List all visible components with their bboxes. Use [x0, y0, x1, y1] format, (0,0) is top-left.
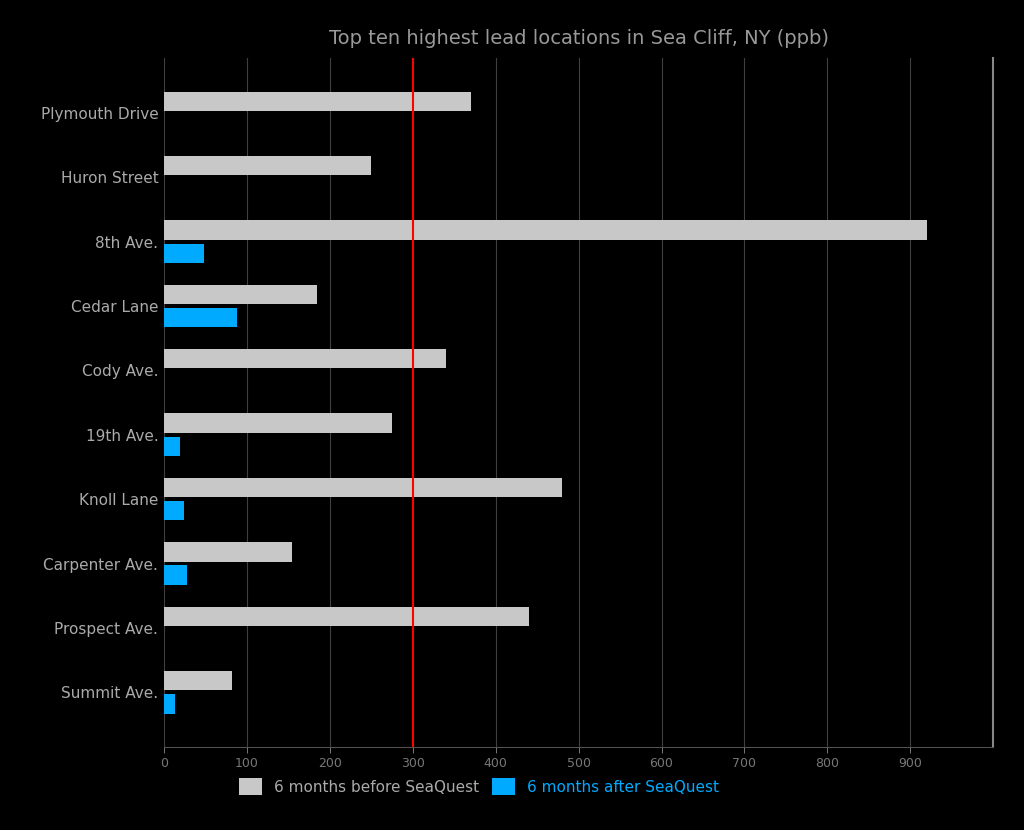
Bar: [164, 437, 180, 456]
Bar: [164, 694, 175, 714]
Bar: [164, 671, 231, 691]
Legend: 6 months before SeaQuest, 6 months after SeaQuest: 6 months before SeaQuest, 6 months after…: [233, 772, 725, 801]
Bar: [164, 478, 562, 497]
Bar: [164, 413, 392, 432]
Bar: [164, 220, 927, 240]
Bar: [164, 156, 371, 175]
Bar: [164, 243, 204, 263]
Bar: [164, 607, 528, 626]
Bar: [164, 349, 445, 369]
Bar: [164, 285, 317, 304]
Bar: [164, 501, 183, 520]
Bar: [164, 308, 237, 327]
Title: Top ten highest lead locations in Sea Cliff, NY (ppb): Top ten highest lead locations in Sea Cl…: [329, 29, 828, 48]
Bar: [164, 91, 471, 111]
Bar: [164, 565, 187, 585]
Bar: [164, 542, 293, 562]
